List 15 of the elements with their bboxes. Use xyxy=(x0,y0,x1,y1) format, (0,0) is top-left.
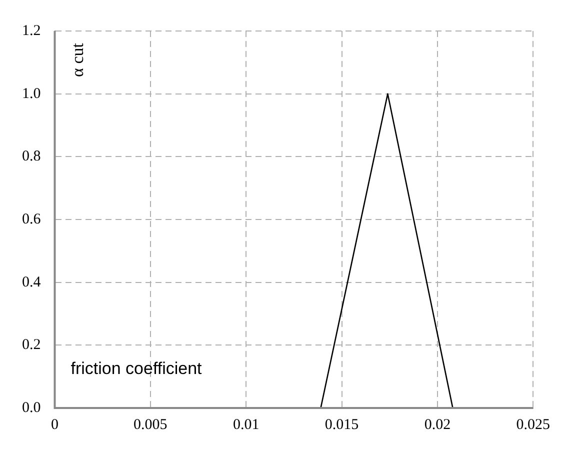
y-tick-label: 1.2 xyxy=(22,22,41,39)
x-tick-label: 0.02 xyxy=(424,416,451,433)
y-tick-label: 0.0 xyxy=(22,400,41,416)
x-tick-label: 0.025 xyxy=(516,416,550,433)
y-tick-label: 0.4 xyxy=(22,274,42,290)
x-axis-title: friction coefficient xyxy=(70,359,202,378)
y-tick-label: 0.8 xyxy=(22,148,41,165)
y-axis-title: α cut xyxy=(68,42,87,77)
x-tick-label: 0.01 xyxy=(232,416,260,433)
x-tick-label: 0 xyxy=(51,416,58,433)
y-tick-label: 1.0 xyxy=(22,86,41,102)
y-tick-label: 0.2 xyxy=(22,337,41,354)
y-tick-label: 0.6 xyxy=(22,211,42,228)
x-tick-label: 0.015 xyxy=(324,416,359,433)
x-tick-label: 0.005 xyxy=(134,416,168,433)
